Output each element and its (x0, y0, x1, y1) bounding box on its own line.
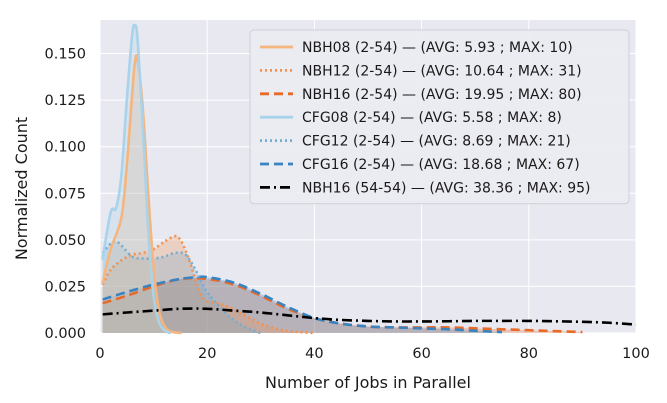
y-axis-label: Normalized Count (12, 117, 31, 260)
y-tick-label: 0.125 (44, 93, 86, 109)
series-line-2 (102, 276, 583, 334)
x-axis-ticks: 0 20 40 60 80 100 (95, 346, 649, 362)
y-tick-label: 0.075 (44, 186, 86, 202)
legend-entry: CFG12 (2-54) — (AVG: 8.69 ; MAX: 21) (302, 134, 571, 150)
y-tick-label: 0.025 (44, 279, 86, 295)
series-area-5 (102, 276, 503, 333)
x-tick-label: 0 (95, 346, 104, 362)
legend-entry: NBH08 (2-54) — (AVG: 5.93 ; MAX: 10) (302, 40, 573, 56)
legend-entry: NBH16 (2-54) — (AVG: 19.95 ; MAX: 80) (302, 87, 582, 103)
x-tick-label: 80 (520, 346, 538, 362)
x-tick-label: 40 (305, 346, 323, 362)
x-tick-label: 20 (198, 346, 216, 362)
x-axis-label: Number of Jobs in Parallel (265, 373, 471, 392)
series-lines (101, 23, 637, 335)
x-tick-label: 60 (412, 346, 430, 362)
series-line-3 (101, 23, 171, 335)
series-fills (102, 24, 583, 334)
legend-entry: CFG16 (2-54) — (AVG: 18.68 ; MAX: 67) (302, 157, 580, 173)
legend-box (249, 29, 630, 205)
series-area-0 (102, 55, 181, 334)
legend-entry: NBH12 (2-54) — (AVG: 10.64 ; MAX: 31) (302, 63, 582, 79)
series-area-3 (102, 24, 170, 334)
legend-entry: CFG08 (2-54) — (AVG: 5.58 ; MAX: 8) (302, 110, 562, 126)
y-tick-label: 0.000 (44, 326, 86, 342)
series-area-2 (102, 278, 583, 333)
y-axis-ticks: 0.000 0.025 0.050 0.075 0.100 0.125 0.150 (44, 47, 86, 342)
legend: NBH08 (2-54) — (AVG: 5.93 ; MAX: 10) NBH1… (249, 29, 630, 205)
y-tick-label: 0.050 (44, 233, 86, 249)
series-line-1 (101, 234, 315, 335)
y-tick-label: 0.150 (44, 47, 86, 63)
series-line-6 (102, 307, 637, 326)
y-tick-label: 0.100 (44, 140, 86, 156)
legend-entry: NBH16 (54-54) — (AVG: 38.36 ; MAX: 95) (302, 180, 591, 196)
x-tick-label: 100 (622, 346, 650, 362)
series-line-5 (102, 275, 503, 334)
